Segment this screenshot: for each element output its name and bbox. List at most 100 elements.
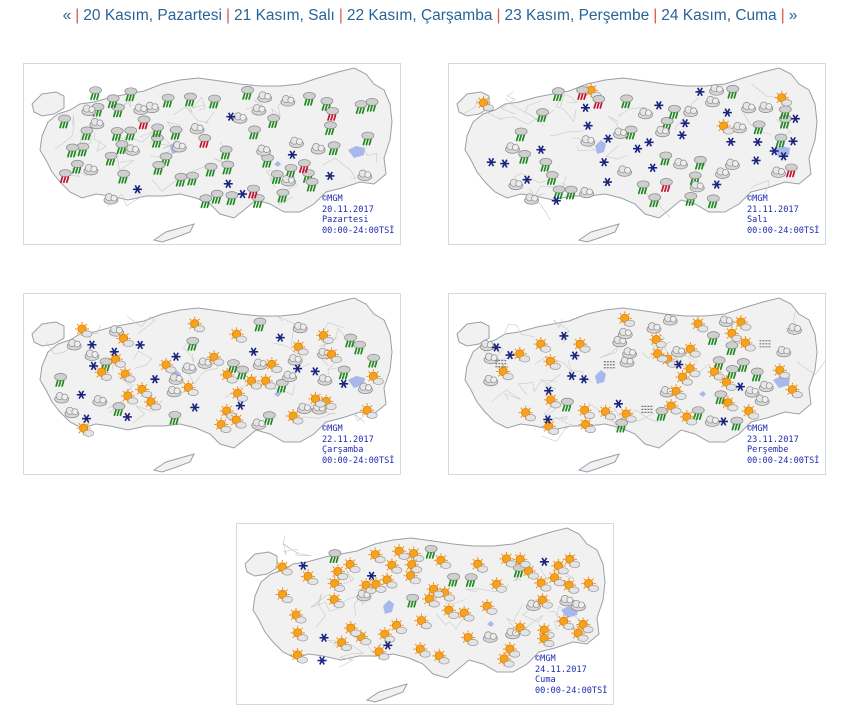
sun-icon — [480, 599, 498, 615]
rain-icon — [106, 94, 120, 109]
rain-icon — [693, 155, 707, 170]
snow-icon — [602, 177, 612, 187]
copyright-text: ©MGM — [747, 424, 768, 434]
rain-icon — [204, 162, 218, 177]
snow-icon — [769, 146, 779, 156]
next-arrow-link[interactable]: » — [788, 7, 798, 24]
day-link-23[interactable]: 23 Kasım, Perşembe — [504, 7, 650, 24]
snow-icon — [76, 390, 86, 400]
snow-icon — [536, 145, 546, 155]
sun-icon — [414, 613, 432, 630]
snow-icon — [680, 118, 690, 128]
snow-icon — [275, 333, 285, 342]
snow-icon — [599, 157, 609, 167]
rain-icon — [225, 191, 239, 206]
turkey-weather-map — [456, 67, 818, 243]
sun-icon — [230, 386, 248, 402]
sun-icon — [617, 311, 636, 327]
cloud-icon — [317, 374, 333, 386]
cloud-icon — [292, 321, 308, 334]
rain-icon — [80, 126, 94, 141]
rain-icon — [284, 163, 298, 178]
nav-separator: | — [653, 7, 658, 24]
rain-icon — [320, 97, 334, 111]
sun-icon — [724, 326, 743, 342]
cloud-icon — [638, 107, 653, 120]
sun-icon — [497, 651, 515, 668]
sun-icon — [413, 642, 431, 658]
weather-map-panel-20[interactable]: ©MGM 20.11.2017 Pazartesi 00:00-24:00TSİ — [23, 63, 401, 245]
sun-icon — [679, 409, 698, 426]
rain-icon — [545, 171, 559, 185]
cloud-icon — [189, 123, 205, 135]
prev-arrow-link[interactable]: « — [62, 7, 72, 24]
sun-icon — [118, 366, 136, 383]
weekday-text: Salı — [747, 215, 768, 226]
rain-icon — [115, 140, 129, 155]
sun-icon — [334, 635, 352, 652]
cloud-icon — [64, 406, 80, 419]
rain-icon — [248, 125, 261, 140]
sun-icon — [571, 626, 589, 642]
turkey-weather-map — [244, 527, 606, 703]
weather-map-panel-24[interactable]: ©MGM 24.11.2017 Cuma 00:00-24:00TSİ — [236, 523, 614, 705]
snow-icon — [150, 374, 160, 384]
rain-icon — [262, 411, 276, 426]
weather-icons — [275, 544, 599, 668]
weather-map-panel-21[interactable]: ©MGM 21.11.2017 Salı 00:00-24:00TSİ — [448, 63, 826, 245]
snow-icon — [779, 151, 789, 161]
day-link-21[interactable]: 21 Kasım, Salı — [234, 7, 335, 24]
day-link-20[interactable]: 20 Kasım, Pazartesi — [83, 7, 222, 24]
rain-icon — [66, 143, 79, 158]
cloud-icon — [482, 631, 498, 643]
cloud-icon — [662, 314, 678, 326]
rain-icon — [124, 126, 138, 141]
day-link-24[interactable]: 24 Kasım, Cuma — [661, 7, 777, 24]
snow-icon — [89, 361, 99, 371]
cloud-icon — [125, 144, 140, 156]
cloud-icon — [483, 352, 499, 365]
cloud-icon — [251, 104, 267, 116]
sun-icon — [576, 617, 594, 634]
rain-icon — [186, 336, 200, 351]
cloud-icon — [357, 169, 373, 181]
cloud-icon — [252, 358, 268, 370]
rain-icon — [151, 123, 164, 138]
rain-icon — [328, 549, 342, 564]
date-text: 20.11.2017 — [322, 204, 374, 215]
rain-icon — [353, 340, 366, 355]
cloud-icon — [744, 386, 760, 398]
day-link-22[interactable]: 22 Kasım, Çarşamba — [346, 7, 493, 24]
sun-icon — [76, 421, 95, 437]
rain-icon — [714, 390, 728, 405]
cloud-icon — [613, 127, 628, 139]
sun-icon — [577, 403, 596, 419]
cloud-icon — [617, 165, 632, 177]
weather-map-panel-22[interactable]: ©MGM 22.11.2017 Çarşamba 00:00-24:00TSİ — [23, 293, 401, 475]
cloud-icon — [732, 121, 747, 134]
weekday-text: Perşembe — [747, 445, 789, 456]
sun-icon — [404, 557, 423, 574]
cloud-icon — [617, 327, 633, 340]
snow-icon — [543, 415, 553, 424]
sun-icon — [389, 618, 407, 634]
sun-icon — [229, 327, 247, 343]
cloud-icon — [579, 186, 594, 199]
time-range-text: 00:00-24:00TSİ — [747, 225, 820, 236]
snow-icon — [287, 150, 297, 160]
sun-icon — [308, 391, 326, 408]
weather-map-panel-23[interactable]: ©MGM 23.11.2017 Perşembe 00:00-24:00TSİ — [448, 293, 826, 475]
rain-icon — [324, 121, 337, 136]
snow-icon — [293, 364, 303, 373]
time-range-text: 00:00-24:00TSİ — [322, 455, 395, 466]
rain-icon — [354, 100, 368, 115]
sun-icon — [502, 642, 521, 658]
cloud-icon — [483, 374, 499, 387]
rain-icon — [169, 125, 183, 140]
sun-icon — [496, 364, 514, 381]
snow-icon — [788, 136, 798, 146]
snow-icon — [122, 412, 132, 422]
snow-icon — [367, 571, 377, 581]
rain-icon — [774, 133, 788, 148]
snow-icon — [190, 403, 200, 412]
